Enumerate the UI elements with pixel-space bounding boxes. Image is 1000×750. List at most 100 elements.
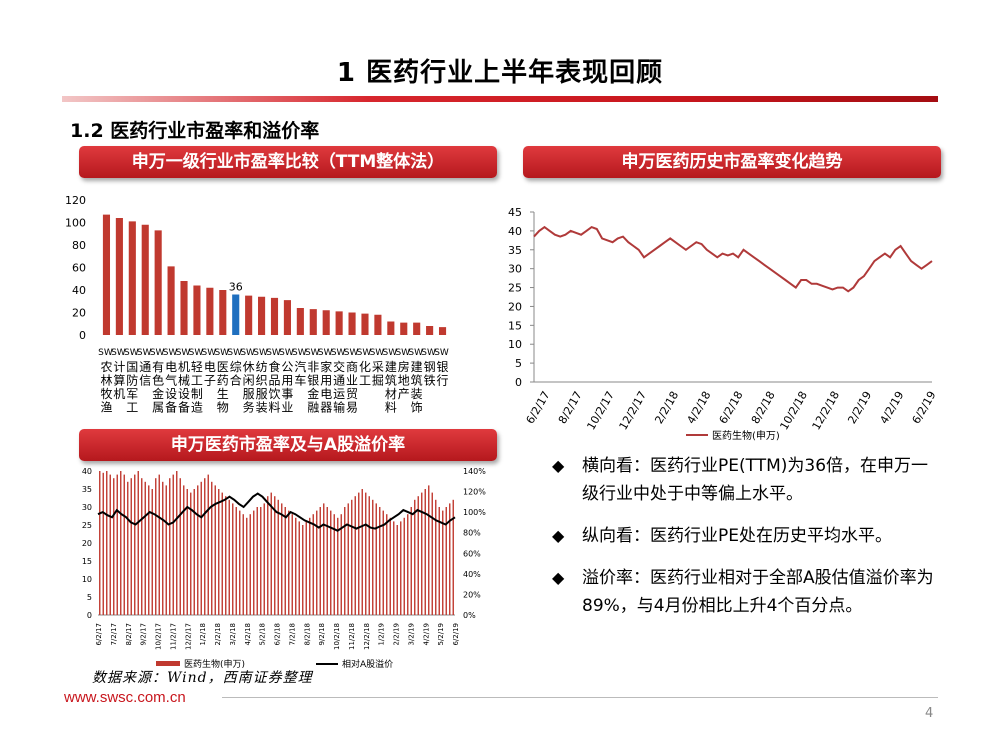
bar — [283, 300, 291, 335]
bullet-text: 溢价率：医药行业相对于全部A股估值溢价率为89%，与4月份相比上升4个百分点。 — [582, 568, 934, 616]
x-tick-label-char: 建 — [385, 360, 397, 374]
bar — [239, 510, 241, 615]
x-tick-label-char: 料 — [385, 401, 397, 415]
industry-pe-bar-chart: 020406080100120SW农林牧渔SW计算机SW国防军工SW通信SW有色… — [65, 194, 449, 415]
bar — [382, 510, 384, 615]
bar — [431, 492, 433, 615]
page-title: 1 医药行业上半年表现回顾 — [336, 58, 664, 88]
x-tick-label-char: 筑 — [385, 373, 397, 388]
x-tick-label-char: 军 — [126, 387, 138, 401]
x-tick-label-char: 融 — [307, 401, 319, 415]
bar — [365, 492, 367, 615]
bar — [351, 499, 353, 615]
x-tick-label: 3/2/19 — [407, 623, 415, 646]
x-tick-label-char: 金 — [307, 386, 319, 401]
bar — [183, 485, 185, 615]
x-tick-label: 12/2/18 — [363, 623, 371, 650]
bar — [358, 492, 360, 615]
x-tick-label-char: 通 — [333, 374, 345, 388]
bar — [151, 489, 153, 615]
x-tick-label-char: 渔 — [100, 401, 112, 415]
x-tick-label-char: 轻 — [191, 360, 203, 374]
x-tick-label-char: 闲 — [243, 374, 255, 388]
x-tick-label-char: 工 — [126, 401, 138, 415]
y-tick-label: 0 — [515, 376, 522, 389]
x-tick-label-char: 车 — [294, 373, 306, 388]
x-tick-label-char: 化 — [359, 360, 371, 374]
x-tick-label-char: 机 — [178, 360, 190, 374]
bar — [141, 478, 143, 615]
y-tick-label: 25 — [82, 521, 92, 530]
x-tick-label-char: 事 — [281, 387, 293, 401]
bar — [190, 492, 192, 615]
y2-tick-label: 120% — [463, 488, 486, 497]
x-tick-label: 6/2/18 — [274, 623, 282, 646]
x-tick-label-char: 器 — [320, 401, 332, 415]
y-tick-label: 10 — [82, 575, 92, 584]
x-tick-label-char: 家 — [320, 359, 332, 374]
x-tick-label-char: 掘 — [372, 373, 384, 388]
x-tick-label-char: 合 — [230, 373, 242, 388]
x-tick-label-char: 通 — [139, 360, 151, 374]
x-tick-label: 8/2/18 — [749, 389, 778, 426]
chart3-banner: 申万医药市盈率及与A股溢价率 — [79, 429, 497, 461]
bar — [270, 492, 272, 615]
x-tick-label: 4/2/18 — [244, 623, 252, 646]
website-link[interactable]: www.swsc.com.cn — [64, 689, 186, 706]
bar — [291, 514, 293, 615]
x-tick-prefix: SW — [279, 348, 294, 358]
x-tick-label-char: 防 — [126, 373, 138, 388]
x-tick-label-char: 织 — [256, 374, 268, 388]
bar — [246, 517, 248, 615]
diamond-bullet-icon: ◆ — [552, 526, 565, 545]
bar — [438, 507, 440, 615]
bar — [340, 514, 342, 615]
bar — [116, 474, 118, 615]
x-tick-prefix: SW — [395, 348, 410, 358]
bar — [361, 489, 363, 615]
bar — [424, 489, 426, 615]
bar — [225, 496, 227, 615]
y-tick-label: 40 — [82, 467, 92, 476]
x-tick-prefix: SW — [305, 348, 320, 358]
x-tick-label-char: 制 — [191, 387, 203, 401]
bar — [169, 478, 171, 615]
bar — [393, 521, 395, 615]
x-tick-prefix: SW — [408, 348, 423, 358]
bar — [115, 218, 123, 335]
y-tick-label: 25 — [508, 282, 522, 295]
bar — [335, 311, 343, 335]
bar — [106, 471, 108, 615]
bullet-item: ◆ 横向看：医药行业PE(TTM)为36倍，在申万一级行业中处于中等偏上水平。 — [552, 452, 942, 508]
x-tick-label: 1/2/19 — [378, 623, 386, 646]
bar — [348, 312, 356, 335]
x-tick-prefix: SW — [214, 348, 229, 358]
y2-tick-label: 0% — [463, 611, 476, 620]
bar — [267, 496, 269, 615]
x-tick-label-char: 农 — [100, 360, 112, 374]
x-tick-label-char: 电 — [320, 387, 332, 401]
bar — [256, 507, 258, 615]
x-tick-label-char: 输 — [333, 400, 345, 415]
y-tick-label: 15 — [82, 557, 92, 566]
x-tick-prefix: SW — [421, 348, 436, 358]
x-tick-prefix: SW — [370, 348, 385, 358]
legend-swatch-bar — [156, 661, 180, 666]
x-tick-label-char: 工 — [359, 374, 371, 388]
bar — [123, 474, 125, 615]
x-tick-label-char: 业 — [346, 374, 358, 388]
x-tick-label-char: 装 — [256, 401, 268, 415]
bar — [396, 525, 398, 615]
y-tick-label: 5 — [87, 593, 92, 602]
bar — [219, 290, 227, 335]
section-heading: 1.2 医药行业市盈率和溢价率 — [70, 120, 320, 142]
bar — [305, 521, 307, 615]
x-tick-label: 4/2/19 — [877, 389, 906, 426]
bar — [344, 507, 346, 615]
x-tick-label: 2/2/19 — [845, 389, 874, 426]
x-tick-label-char: 用 — [281, 374, 293, 388]
x-tick-label-char: 建 — [411, 360, 423, 374]
y-tick-label: 10 — [508, 338, 522, 351]
y2-tick-label: 140% — [463, 467, 486, 476]
x-tick-label-char: 交 — [333, 359, 345, 374]
